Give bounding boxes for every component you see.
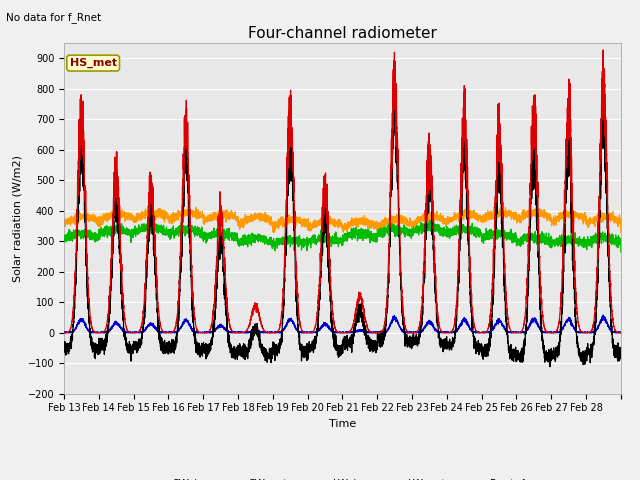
Text: HS_met: HS_met	[70, 58, 116, 68]
Legend: SW_in, SW_out, LW_in, LW_out, Rnet_4way: SW_in, SW_out, LW_in, LW_out, Rnet_4way	[134, 474, 551, 480]
Y-axis label: Solar radiation (W/m2): Solar radiation (W/m2)	[12, 155, 22, 282]
X-axis label: Time: Time	[329, 419, 356, 429]
Text: No data for f_Rnet: No data for f_Rnet	[6, 12, 102, 23]
Title: Four-channel radiometer: Four-channel radiometer	[248, 25, 437, 41]
